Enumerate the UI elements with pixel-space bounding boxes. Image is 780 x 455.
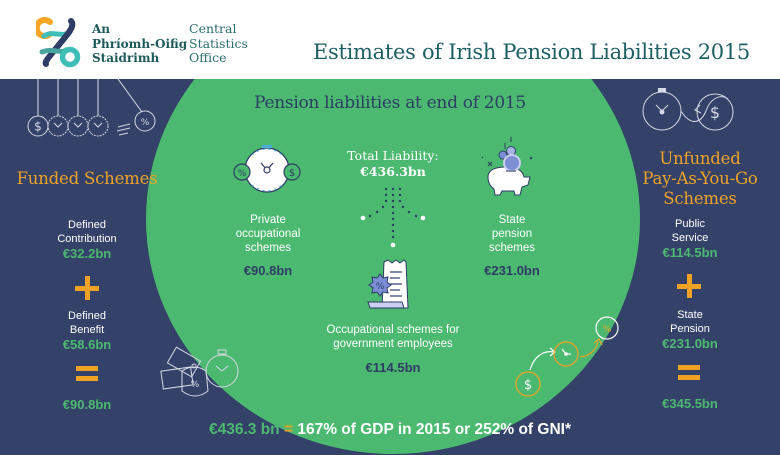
- government-employees-label: Occupational schemes for government empl…: [326, 324, 460, 350]
- private-occupational-value: €90.8bn: [243, 263, 293, 278]
- plus-operator-icon: [75, 276, 99, 300]
- dotted-flow-arrows-icon: [360, 187, 426, 248]
- receipt-percent-icon: %: [367, 259, 409, 309]
- private-occupational-label: Private occupational schemes: [235, 214, 301, 254]
- svg-text:%: %: [238, 169, 247, 179]
- public-service-label: Public Service: [671, 218, 709, 244]
- money-growth-path-icon: $ %: [515, 316, 619, 397]
- newtons-cradle-icon: $ %: [27, 79, 156, 137]
- footer-equals: =: [283, 421, 294, 438]
- svg-text:%: %: [191, 380, 200, 390]
- state-pension-value: €231.0bn: [662, 336, 718, 351]
- defined-benefit-value: €58.6bn: [62, 337, 112, 352]
- public-service-value: €114.5bn: [662, 245, 718, 260]
- svg-text:$: $: [710, 103, 720, 122]
- funded-total-value: €90.8bn: [62, 397, 112, 412]
- unfunded-total-value: €345.5bn: [662, 396, 718, 411]
- footer-amount: €436.3 bn: [209, 421, 280, 438]
- stopwatch-cycle-dollar-icon: $: [642, 88, 734, 131]
- state-pension-schemes-label: State pension schemes: [488, 214, 536, 254]
- piggy-bank-icon: [481, 137, 533, 196]
- svg-text:%: %: [141, 118, 150, 128]
- circle-title: Pension liabilities at end of 2015: [254, 93, 526, 113]
- svg-text:$: $: [524, 378, 532, 393]
- total-liability: Total Liability: €436.3bn: [347, 148, 439, 179]
- page-title: Estimates of Irish Pension Liabilities 2…: [313, 40, 750, 64]
- logo-irish-name: An Phríomh-Oifig Staidrimh: [92, 22, 188, 65]
- state-pension-label: State Pension: [670, 309, 710, 335]
- defined-contribution-label: Defined Contribution: [57, 219, 117, 245]
- header: An Phríomh-Oifig Staidrimh Central Stati…: [0, 0, 780, 79]
- government-employees-value: €114.5bn: [365, 360, 421, 375]
- defined-contribution-value: €32.2bn: [62, 246, 112, 261]
- infographic-body: $ % Funded Schemes Defined Contribution …: [0, 79, 780, 455]
- cso-logo-icon: [36, 17, 81, 68]
- unfunded-schemes-heading: Unfunded Pay-As-You-Go Schemes: [642, 149, 758, 208]
- logo-english-name: Central Statistics Office: [189, 21, 248, 65]
- purse-money-stopwatch-icon: %: [160, 346, 239, 397]
- stopwatch-exchange-icon: % $: [233, 145, 301, 193]
- defined-benefit-label: Defined Benefit: [68, 310, 106, 336]
- funded-schemes-heading: Funded Schemes: [16, 169, 158, 188]
- equals-operator-icon: [678, 365, 700, 381]
- footer-gdp-gni-text: 167% of GDP in 2015 or 252% of GNI*: [297, 421, 571, 438]
- state-pension-schemes-value: €231.0bn: [484, 263, 540, 278]
- svg-text:%: %: [603, 325, 612, 335]
- plus-operator-icon: [677, 274, 701, 298]
- footer-statement: €436.3 bn = 167% of GDP in 2015 or 252% …: [0, 421, 780, 439]
- svg-text:$: $: [34, 120, 42, 134]
- svg-text:%: %: [376, 282, 385, 292]
- svg-text:$: $: [289, 168, 295, 179]
- equals-operator-icon: [76, 366, 98, 382]
